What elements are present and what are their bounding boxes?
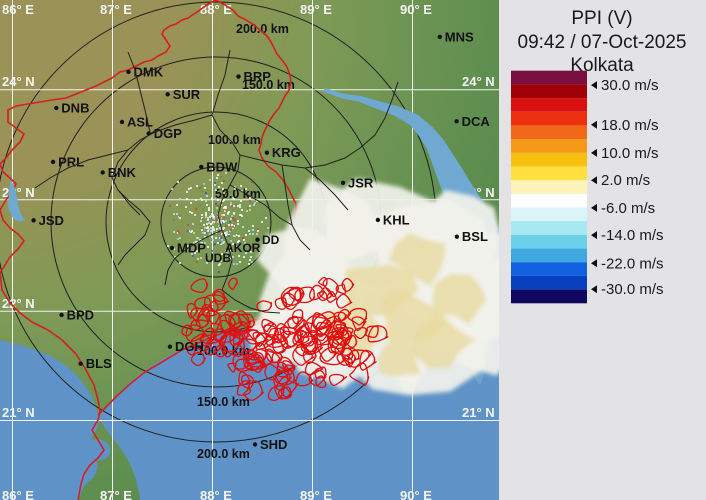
svg-text:BSL: BSL	[462, 229, 488, 244]
svg-text:UDB: UDB	[205, 251, 231, 265]
svg-text:-22.0 m/s: -22.0 m/s	[601, 255, 664, 272]
svg-text:21° N: 21° N	[2, 405, 35, 420]
svg-text:30.0 m/s: 30.0 m/s	[601, 77, 659, 94]
svg-text:KRG: KRG	[272, 145, 301, 160]
svg-text:90° E: 90° E	[400, 2, 432, 17]
svg-text:DCA: DCA	[462, 114, 491, 129]
svg-text:18.0 m/s: 18.0 m/s	[601, 117, 659, 134]
svg-text:24° N: 24° N	[462, 74, 495, 89]
svg-text:21° N: 21° N	[462, 405, 495, 420]
svg-text:87° E: 87° E	[100, 2, 132, 17]
svg-text:86° E: 86° E	[2, 2, 34, 17]
svg-text:100.0 km: 100.0 km	[208, 133, 261, 147]
svg-text:89° E: 89° E	[300, 488, 332, 500]
svg-text:DGH: DGH	[175, 339, 204, 354]
svg-text:88° E: 88° E	[200, 2, 232, 17]
svg-text:-6.0 m/s: -6.0 m/s	[601, 200, 655, 217]
svg-text:BPD: BPD	[67, 307, 94, 322]
svg-text:BLS: BLS	[86, 356, 112, 371]
svg-text:89° E: 89° E	[300, 2, 332, 17]
svg-text:-30.0 m/s: -30.0 m/s	[601, 281, 664, 298]
svg-text:200.0 km: 200.0 km	[197, 447, 250, 461]
svg-text:90° E: 90° E	[400, 488, 432, 500]
svg-text:88° E: 88° E	[200, 488, 232, 500]
svg-text:10.0 m/s: 10.0 m/s	[601, 145, 659, 162]
svg-text:PPI (V): PPI (V)	[571, 8, 632, 29]
svg-text:24° N: 24° N	[2, 74, 35, 89]
svg-text:SUR: SUR	[173, 87, 201, 102]
svg-text:BDW: BDW	[206, 159, 238, 174]
svg-text:2.0 m/s: 2.0 m/s	[601, 172, 650, 189]
svg-text:09:42 / 07-Oct-2025: 09:42 / 07-Oct-2025	[518, 32, 687, 53]
svg-text:JSD: JSD	[39, 213, 64, 228]
svg-text:87° E: 87° E	[100, 488, 132, 500]
svg-text:DMK: DMK	[134, 64, 164, 79]
svg-text:DD: DD	[262, 233, 280, 247]
svg-text:86° E: 86° E	[2, 488, 34, 500]
svg-text:150.0 km: 150.0 km	[197, 395, 250, 409]
svg-text:200.0 km: 200.0 km	[236, 22, 289, 36]
svg-text:JSR: JSR	[348, 175, 374, 190]
svg-text:BRP: BRP	[244, 69, 272, 84]
svg-text:DGP: DGP	[154, 126, 183, 141]
svg-text:MNS: MNS	[445, 29, 474, 44]
svg-text:KHL: KHL	[383, 212, 410, 227]
svg-text:-14.0 m/s: -14.0 m/s	[601, 227, 664, 244]
svg-text:SHD: SHD	[260, 437, 287, 452]
svg-text:DNB: DNB	[61, 101, 89, 116]
